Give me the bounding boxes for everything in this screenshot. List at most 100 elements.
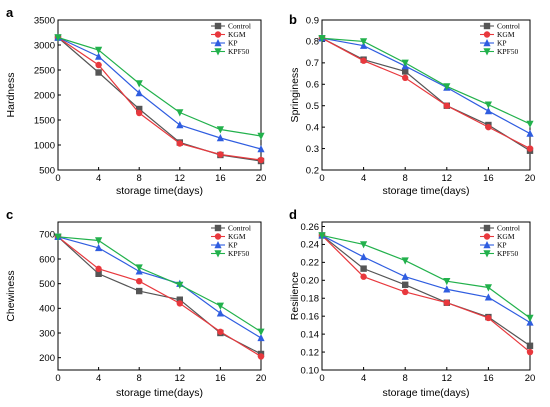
data-point — [526, 145, 534, 152]
legend-marker — [483, 22, 491, 30]
y-tick-label: 500 — [39, 279, 55, 290]
series-kgm — [54, 233, 265, 360]
data-point — [95, 270, 102, 277]
data-point — [135, 89, 143, 97]
panel-a: 0 4 8 12 16 20 500 1000 1500 2000 2500 3000 3500 stor… — [5, 5, 266, 197]
data-point — [485, 123, 492, 131]
legend-marker — [483, 250, 491, 258]
panel-letter: d — [289, 207, 297, 222]
x-tick-label: 16 — [215, 173, 226, 184]
data-point — [176, 281, 184, 289]
y-tick-label: 300 — [39, 328, 55, 339]
y-tick-label: 2000 — [34, 90, 55, 101]
data-point — [526, 318, 534, 326]
x-tick-label: 8 — [403, 373, 408, 384]
y-tick-label: 500 — [39, 165, 55, 176]
x-tick-label: 16 — [483, 173, 494, 184]
data-point — [136, 287, 143, 295]
legend-label: KP — [497, 241, 507, 250]
series-line — [57, 236, 262, 357]
y-tick-label: 0.9 — [306, 15, 319, 26]
data-point — [95, 69, 102, 76]
y-tick-label: 1000 — [34, 140, 55, 151]
x-tick-label: 0 — [319, 373, 324, 384]
data-point — [257, 145, 265, 153]
y-tick-label: 0.16 — [301, 311, 320, 322]
panel-letter: c — [6, 207, 13, 222]
series-line — [321, 37, 531, 152]
y-tick-label: 400 — [39, 304, 55, 315]
panel-b: 0 4 8 12 16 20 0.2 0.3 0.4 0.5 0.6 0.7 0.8 0.9 storage… — [289, 12, 535, 197]
x-tick-label: 8 — [403, 173, 408, 184]
y-tick-label: 600 — [39, 254, 55, 265]
x-tick-label: 20 — [525, 173, 536, 184]
data-point — [526, 342, 534, 349]
series-kpf50 — [54, 34, 265, 140]
data-point — [136, 105, 143, 113]
series-line — [57, 236, 262, 333]
x-tick-label: 4 — [361, 373, 366, 384]
series-kgm — [54, 34, 265, 164]
y-tick-label: 0.2 — [306, 165, 319, 176]
plot-frame — [321, 19, 531, 171]
x-tick-label: 16 — [483, 373, 494, 384]
y-tick-label: 0.7 — [306, 58, 319, 69]
x-tick-label: 12 — [442, 173, 453, 184]
legend-marker — [214, 48, 222, 56]
plot-frame — [57, 221, 262, 371]
x-axis-label: storage time(days) — [116, 185, 203, 197]
y-tick-label: 0.6 — [306, 80, 319, 91]
data-point — [257, 333, 265, 342]
y-axis-label: Springiness — [289, 68, 301, 123]
data-point — [526, 129, 534, 137]
legend-label: KPF50 — [228, 47, 250, 56]
data-point — [360, 241, 368, 249]
y-tick-label: 0.8 — [306, 37, 319, 48]
x-tick-label: 20 — [525, 373, 536, 384]
x-axis-label: storage time(days) — [383, 185, 470, 197]
y-tick-label: 0.4 — [306, 122, 319, 133]
x-axis-label: storage time(days) — [116, 387, 203, 399]
data-point — [257, 156, 265, 164]
data-point — [95, 46, 103, 54]
panel-letter: a — [6, 5, 14, 20]
data-point — [526, 120, 534, 128]
y-tick-label: 1500 — [34, 115, 55, 126]
series-line — [321, 234, 531, 319]
y-tick-label: 0.22 — [301, 258, 320, 269]
data-point — [401, 257, 409, 265]
y-tick-label: 0.14 — [301, 329, 320, 340]
legend-marker — [483, 224, 491, 232]
y-tick-label: 0.3 — [306, 144, 319, 155]
data-point — [318, 232, 326, 240]
x-tick-label: 0 — [319, 173, 324, 184]
series-kpf50 — [54, 233, 265, 336]
data-point — [402, 68, 409, 75]
x-axis-label: storage time(days) — [383, 387, 470, 399]
data-point — [402, 281, 409, 288]
data-point — [360, 57, 367, 64]
y-tick-label: 0.5 — [306, 101, 319, 112]
data-point — [402, 74, 409, 82]
series-line — [321, 37, 531, 125]
x-tick-label: 12 — [442, 373, 453, 384]
x-tick-label: 0 — [55, 373, 60, 384]
x-tick-label: 4 — [361, 173, 366, 184]
x-tick-label: 12 — [175, 173, 186, 184]
data-point — [485, 314, 492, 322]
legend-label: KPF50 — [497, 249, 519, 258]
series-kpf50 — [318, 232, 534, 322]
plot-frame — [321, 221, 531, 371]
legend-label: KGM — [228, 232, 246, 241]
x-tick-label: 8 — [137, 173, 142, 184]
y-axis-label: Chewiness — [5, 270, 17, 321]
data-point — [54, 233, 62, 241]
data-point — [402, 288, 409, 296]
legend-label: KGM — [228, 30, 246, 39]
y-tick-label: 0.12 — [301, 347, 320, 358]
legend-marker — [214, 39, 222, 47]
series-line — [57, 36, 262, 137]
